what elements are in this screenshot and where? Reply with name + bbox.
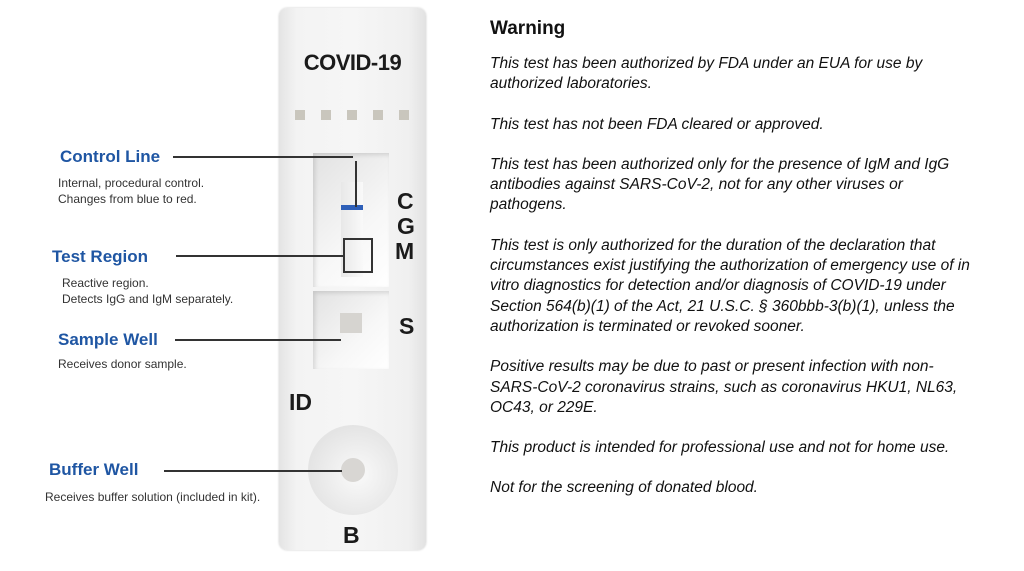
indicator-dot — [347, 110, 357, 120]
desc-line: Receives buffer solution (included in ki… — [45, 490, 261, 504]
indicator-dot — [373, 110, 383, 120]
leader-line — [164, 470, 342, 472]
desc-line: Changes from blue to red. — [58, 192, 197, 206]
letter-g: G — [397, 213, 415, 239]
desc-line: Detects IgG and IgM separately. — [62, 292, 234, 306]
warning-paragraph: Positive results may be due to past or p… — [490, 358, 958, 416]
indicator-dot — [295, 110, 305, 120]
leader-line — [176, 255, 343, 257]
callout-sample-well-title: Sample Well — [58, 330, 158, 349]
cassette-brand: COVID-19 — [303, 50, 402, 75]
test-region-box — [343, 238, 373, 273]
buffer-well-hole — [341, 458, 365, 482]
callout-test-region-title: Test Region — [52, 247, 149, 266]
desc-line: Reactive region. — [62, 276, 149, 290]
leader-line — [173, 156, 353, 158]
warning-section: Warning This test has been authorized by… — [490, 18, 970, 519]
warning-heading: Warning — [490, 18, 566, 39]
sample-well-pad — [340, 313, 362, 333]
letter-s: S — [399, 313, 415, 339]
letter-m: M — [395, 238, 415, 264]
callout-control-line-desc: Internal, procedural control. Changes fr… — [58, 175, 204, 207]
indicator-dot — [321, 110, 331, 120]
warning-paragraph: This test is only authorized for the dur… — [490, 236, 970, 335]
warning-paragraph: This test has been authorized by FDA und… — [490, 55, 923, 93]
indicator-dot — [399, 110, 409, 120]
desc-line: Receives donor sample. — [58, 357, 187, 371]
callout-control-line-title: Control Line — [60, 147, 161, 166]
warning-paragraph: This test has been authorized only for t… — [490, 155, 950, 214]
letter-id: ID — [289, 389, 312, 415]
callout-buffer-well-desc: Receives buffer solution (included in ki… — [45, 489, 260, 505]
desc-line: Internal, procedural control. — [58, 176, 205, 190]
leader-line — [175, 339, 341, 341]
warning-paragraph: Not for the screening of donated blood. — [490, 479, 758, 497]
callout-test-region-desc: Reactive region. Detects IgG and IgM sep… — [62, 275, 233, 307]
warning-paragraph: This test has not been FDA cleared or ap… — [490, 115, 824, 133]
callout-buffer-well-title: Buffer Well — [49, 460, 139, 479]
leader-line — [355, 161, 357, 207]
callout-sample-well-desc: Receives donor sample. — [58, 356, 187, 372]
letter-b: B — [343, 522, 360, 548]
letter-c: C — [397, 188, 414, 214]
control-line-mark — [341, 205, 363, 210]
warning-paragraph: This product is intended for professiona… — [490, 439, 950, 457]
